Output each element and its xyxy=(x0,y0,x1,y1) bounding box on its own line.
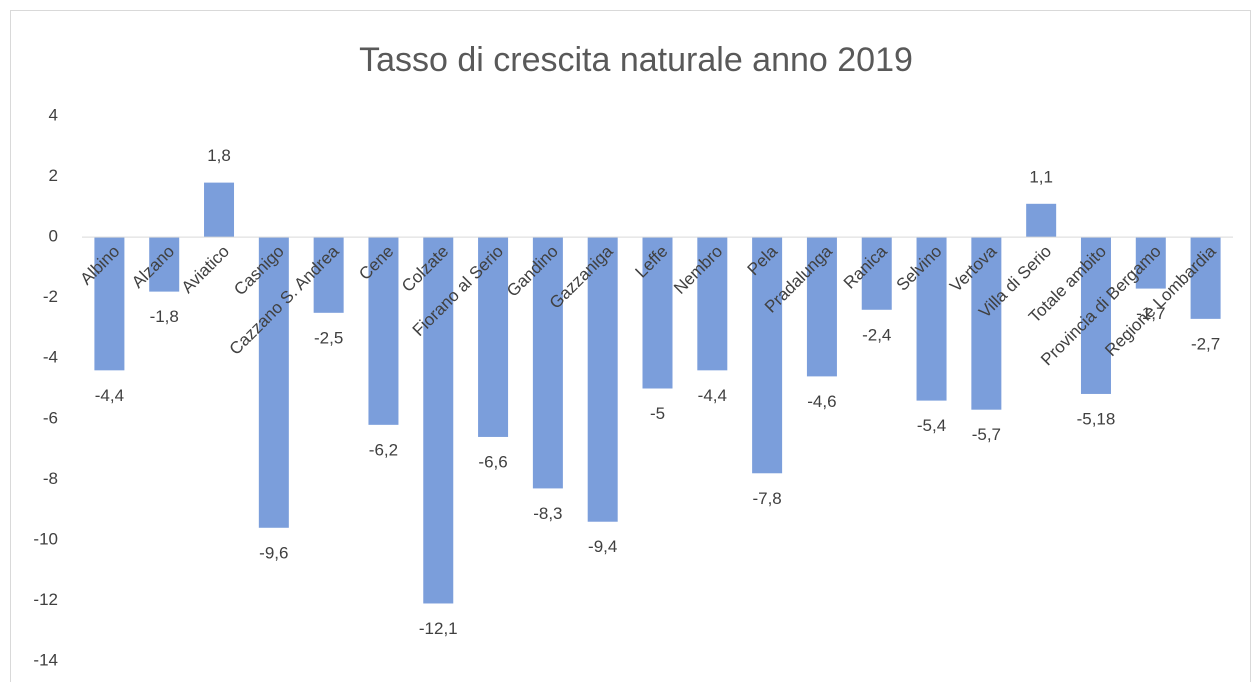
bar xyxy=(368,237,399,425)
data-label: -6,6 xyxy=(478,452,507,471)
x-tick-label: Aviatico xyxy=(178,242,233,297)
bar xyxy=(204,182,235,238)
bar xyxy=(642,237,673,389)
y-tick-label: -2 xyxy=(43,287,58,306)
data-label: -1,7 xyxy=(1136,304,1165,323)
bar xyxy=(752,237,783,474)
bar xyxy=(861,237,892,310)
y-tick-label: -4 xyxy=(43,348,58,367)
data-label: -12,1 xyxy=(419,619,458,638)
bar xyxy=(258,237,289,528)
data-label: -4,6 xyxy=(807,392,836,411)
bar xyxy=(587,237,618,522)
data-label: -6,2 xyxy=(369,440,398,459)
bar xyxy=(1190,237,1221,319)
bar xyxy=(478,237,509,437)
data-label: -1,8 xyxy=(150,307,179,326)
bar xyxy=(423,237,454,604)
chart-frame xyxy=(10,10,1251,682)
data-label: -8,3 xyxy=(533,504,562,523)
data-label: -2,7 xyxy=(1191,334,1220,353)
bar xyxy=(94,237,125,371)
data-label: -5 xyxy=(650,404,665,423)
data-label: -9,4 xyxy=(588,537,617,556)
y-tick-label: 0 xyxy=(49,227,58,246)
y-tick-label: 2 xyxy=(49,166,58,185)
bar xyxy=(971,237,1002,410)
data-label: -5,7 xyxy=(972,425,1001,444)
bar xyxy=(1080,237,1111,394)
data-label: 1,8 xyxy=(207,146,231,165)
y-tick-label: -12 xyxy=(33,590,58,609)
data-label: -5,18 xyxy=(1077,409,1116,428)
data-label: -2,5 xyxy=(314,328,343,347)
bar xyxy=(313,237,344,313)
bar xyxy=(149,237,180,292)
data-label: -7,8 xyxy=(752,489,781,508)
bar xyxy=(806,237,837,377)
y-tick-label: 4 xyxy=(49,105,58,124)
bar xyxy=(1026,203,1057,238)
y-tick-label: -14 xyxy=(33,650,58,669)
y-tick-label: -10 xyxy=(33,529,58,548)
bar xyxy=(697,237,728,371)
y-tick-label: -6 xyxy=(43,408,58,427)
bar xyxy=(916,237,947,401)
y-tick-label: -8 xyxy=(43,469,58,488)
data-label: -4,4 xyxy=(95,386,124,405)
data-label: -2,4 xyxy=(862,325,891,344)
data-label: -5,4 xyxy=(917,416,946,435)
data-label: 1,1 xyxy=(1029,167,1053,186)
data-label: -9,6 xyxy=(259,543,288,562)
bar xyxy=(532,237,563,489)
bar xyxy=(1135,237,1166,289)
chart-title: Tasso di crescita naturale anno 2019 xyxy=(359,41,913,79)
data-label: -4,4 xyxy=(698,386,727,405)
